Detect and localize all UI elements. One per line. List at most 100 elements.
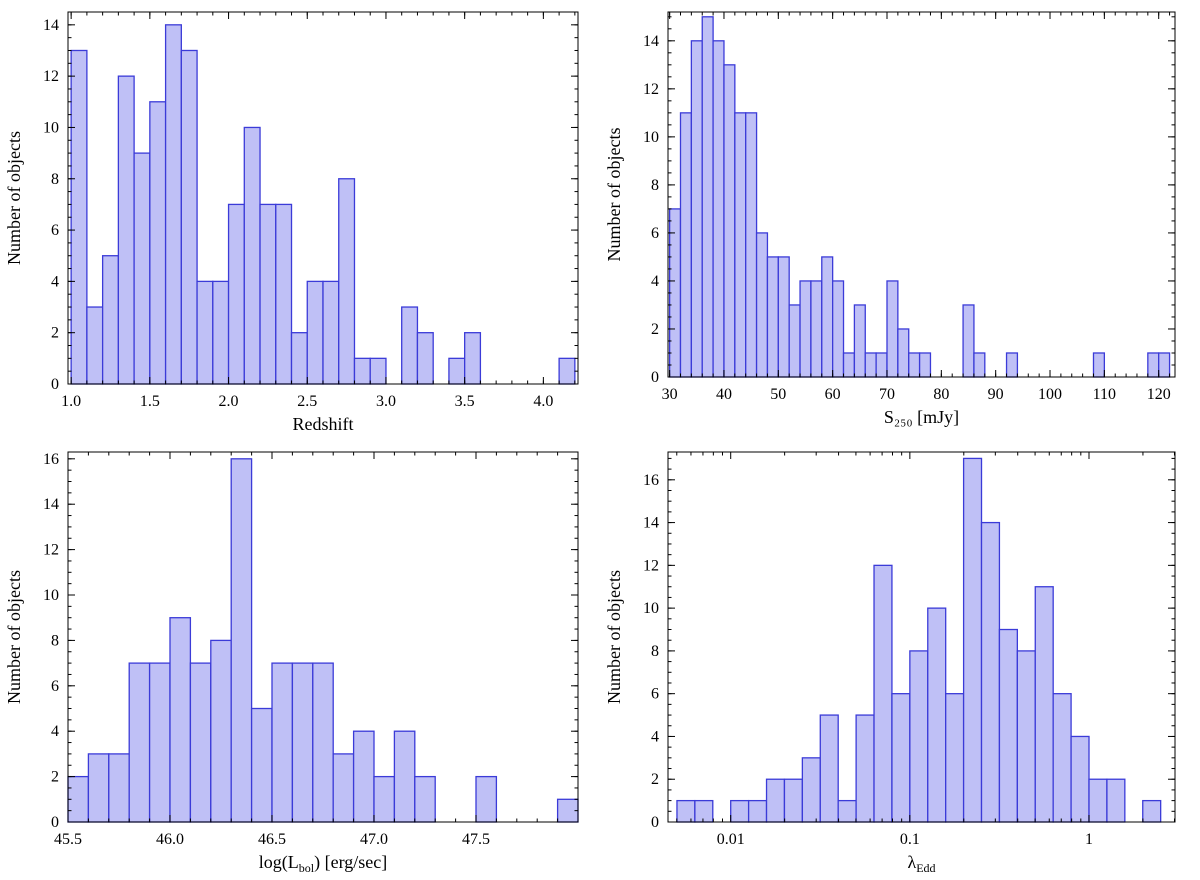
x-tick-label: 47.5 — [462, 831, 490, 848]
y-tick-label: 2 — [651, 771, 659, 788]
histogram-bar — [332, 753, 355, 823]
x-tick-label: 60 — [825, 386, 841, 403]
histogram-bar — [980, 521, 1001, 823]
x-tick-label: 47.0 — [360, 831, 388, 848]
histogram-bar — [679, 112, 693, 378]
histogram-bar — [401, 306, 419, 385]
histogram-bar — [765, 778, 786, 823]
y-tick-label: 12 — [43, 542, 59, 559]
histogram-bar — [821, 256, 834, 378]
histogram-bar — [676, 799, 696, 823]
y-tick-label: 8 — [651, 177, 659, 194]
histogram-bar — [1092, 352, 1106, 378]
y-axis-label: Number of objects — [4, 570, 24, 704]
histogram-bar — [819, 714, 839, 823]
y-tick-label: 12 — [643, 81, 659, 98]
histogram-bar — [962, 304, 975, 378]
histogram-bar — [189, 662, 212, 823]
x-tick-label: 70 — [879, 386, 895, 403]
y-tick-label: 6 — [651, 225, 659, 242]
x-tick-label: 2.5 — [297, 393, 317, 410]
histogram-bar — [164, 24, 182, 385]
histogram-bar — [180, 49, 198, 385]
histogram-bar — [86, 306, 104, 385]
histogram-bar — [973, 352, 986, 378]
x-tick-label: 46.0 — [156, 831, 184, 848]
histogram-bar — [734, 112, 747, 378]
y-tick-label: 16 — [643, 472, 659, 489]
y-tick-label: 10 — [43, 119, 59, 136]
y-tick-label: 6 — [651, 686, 659, 703]
histogram-bar — [87, 753, 110, 823]
s250-histogram: 0 2 4 6 8 10 12 14 30 40 50 60 70 80 90 100 110 120 Number… — [604, 11, 1176, 427]
histogram-bar — [962, 457, 983, 823]
histogram-bar — [227, 203, 245, 385]
histogram-bar — [918, 352, 932, 378]
histogram-bar — [1088, 778, 1108, 823]
x-tick-label: 2.0 — [219, 393, 239, 410]
plot-frame — [67, 451, 579, 823]
histogram-bar — [312, 662, 334, 823]
histogram-bar — [212, 280, 230, 385]
y-axis-label: Number of objects — [604, 128, 624, 262]
x-tick-label: 1.5 — [140, 393, 160, 410]
x-tick-label: 3.5 — [455, 393, 475, 410]
y-axis-label: Number of objects — [604, 570, 624, 704]
histogram-bar — [108, 753, 130, 823]
histogram-bar — [322, 280, 340, 385]
histogram-bar — [338, 178, 356, 385]
x-axis-label: λEdd — [907, 852, 935, 875]
histogram-bar — [373, 775, 396, 823]
histogram-bar — [393, 730, 416, 823]
histogram-bar — [886, 280, 899, 378]
y-tick-label: 14 — [643, 515, 659, 532]
histogram-bar — [352, 730, 375, 823]
histogram-bar — [875, 352, 888, 378]
histogram-bar — [230, 458, 253, 823]
histogram-bar — [853, 304, 866, 378]
histogram-bar — [1147, 352, 1160, 378]
x-tick-label: 90 — [988, 386, 1004, 403]
y-tick-label: 12 — [43, 68, 59, 85]
histogram-bar — [927, 607, 947, 823]
y-tick-label: 14 — [643, 33, 659, 50]
histogram-bar — [1005, 352, 1019, 378]
histogram-bar — [1106, 778, 1126, 823]
histogram-bar — [788, 304, 801, 378]
x-tick-label: 0.1 — [900, 831, 920, 848]
histogram-bar — [837, 799, 857, 823]
y-tick-label: 0 — [651, 369, 659, 386]
histogram-bar — [864, 352, 877, 378]
x-axis-label: Redshift — [293, 414, 354, 434]
x-axis-label: log(Lbol) [erg/sec] — [259, 852, 387, 875]
y-tick-label: 4 — [651, 273, 659, 290]
y-tick-label: 8 — [651, 643, 659, 660]
histogram-bar — [117, 75, 135, 385]
histogram-bar — [701, 16, 714, 378]
histogram-bar — [810, 280, 823, 378]
histogram-bar — [243, 126, 261, 385]
x-tick-label: 80 — [933, 386, 949, 403]
histogram-bar — [777, 256, 790, 378]
y-tick-label: 4 — [51, 723, 59, 740]
histogram-bar — [745, 112, 758, 378]
histogram-bar — [369, 357, 387, 385]
y-tick-label: 4 — [51, 273, 59, 290]
x-tick-label: 45.5 — [54, 831, 82, 848]
y-tick-label: 8 — [51, 171, 59, 188]
x-axis-label: S₂₅₀ [mJy] — [884, 407, 959, 427]
histogram-bar — [909, 650, 929, 823]
histogram-bar — [414, 775, 436, 823]
histogram-bar — [690, 40, 703, 378]
histogram-bar — [558, 357, 576, 385]
histogram-bar — [799, 280, 812, 378]
y-axis-label: Number of objects — [4, 131, 24, 265]
histogram-bar — [196, 280, 214, 385]
histogram-bar — [1016, 650, 1036, 823]
histogram-bar — [275, 203, 293, 385]
y-tick-label: 2 — [51, 325, 59, 342]
histogram-bar — [475, 775, 498, 823]
x-tick-label: 3.0 — [376, 393, 396, 410]
histogram-bar — [891, 693, 911, 823]
histogram-bar — [747, 799, 768, 823]
